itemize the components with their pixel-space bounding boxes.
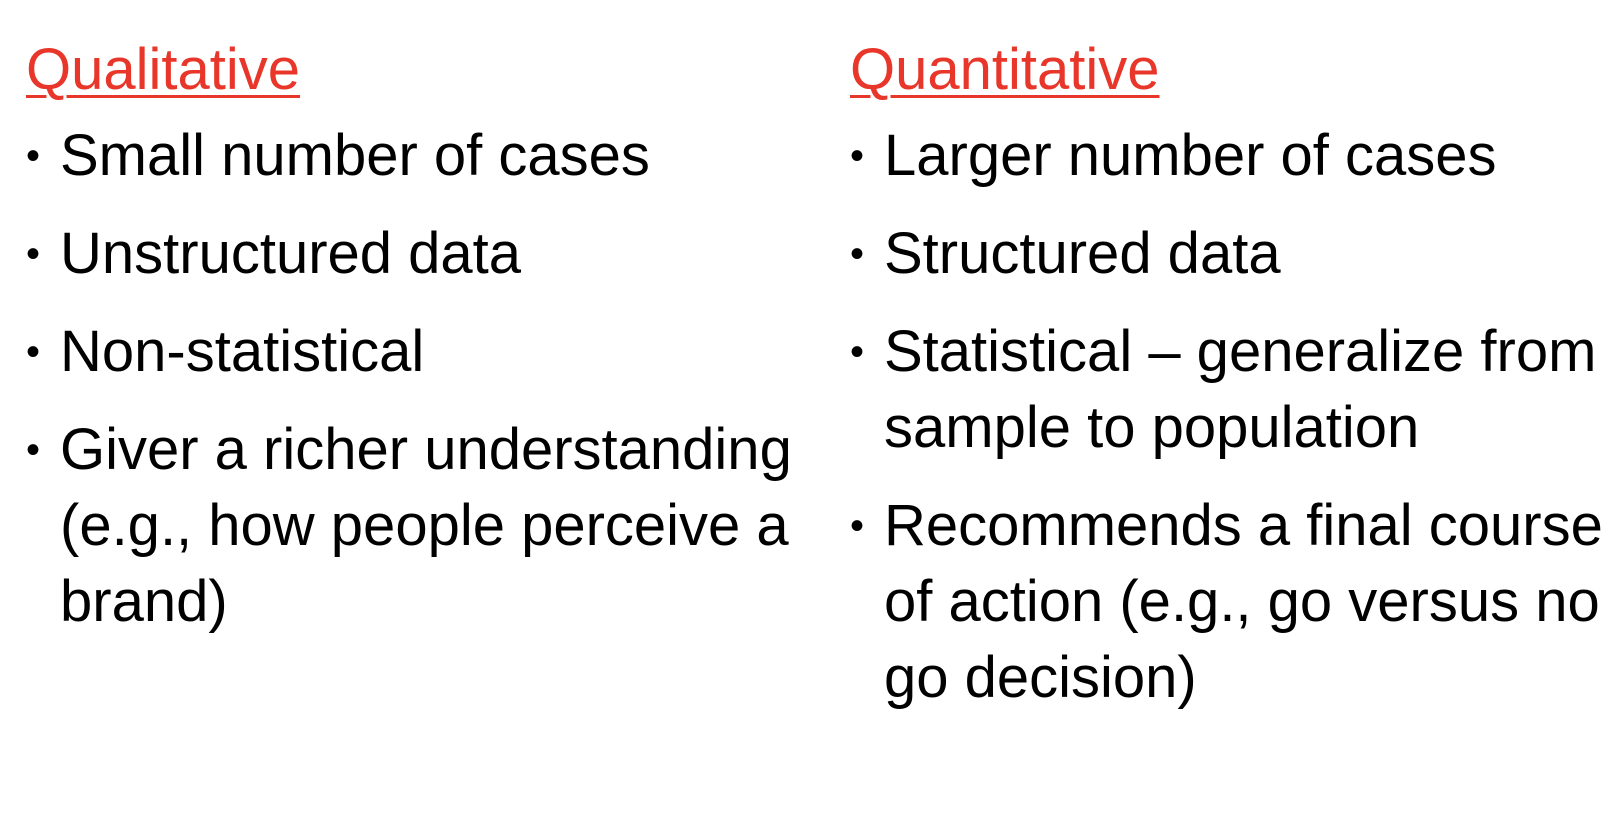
list-item: • Structured data bbox=[850, 216, 1610, 292]
list-item-text: Small number of cases bbox=[60, 123, 650, 188]
list-item: • Statistical – generalize from sample t… bbox=[850, 314, 1610, 466]
list-item-text: Structured data bbox=[884, 221, 1281, 286]
bullet-icon: • bbox=[850, 134, 865, 178]
quantitative-column: Quantitative • Larger number of cases • … bbox=[850, 30, 1610, 738]
bullet-icon: • bbox=[26, 428, 41, 472]
list-item: • Non-statistical bbox=[26, 314, 806, 390]
list-item: • Larger number of cases bbox=[850, 118, 1610, 194]
list-item: • Unstructured data bbox=[26, 216, 806, 292]
list-item: • Small number of cases bbox=[26, 118, 806, 194]
list-item-text: Recommends a final course of action (e.g… bbox=[884, 493, 1603, 710]
list-item-text: Unstructured data bbox=[60, 221, 522, 286]
list-item-text: Giver a richer understanding (e.g., how … bbox=[60, 417, 792, 634]
bullet-icon: • bbox=[26, 330, 41, 374]
list-item-text: Statistical – generalize from sample to … bbox=[884, 319, 1597, 460]
quantitative-list: • Larger number of cases • Structured da… bbox=[850, 118, 1610, 716]
qualitative-column: Qualitative • Small number of cases • Un… bbox=[26, 30, 806, 662]
list-item-text: Larger number of cases bbox=[884, 123, 1497, 188]
bullet-icon: • bbox=[26, 232, 41, 276]
quantitative-heading: Quantitative bbox=[850, 37, 1160, 102]
list-item-text: Non-statistical bbox=[60, 319, 425, 384]
list-item: • Giver a richer understanding (e.g., ho… bbox=[26, 412, 806, 640]
qualitative-heading: Qualitative bbox=[26, 37, 301, 102]
bullet-icon: • bbox=[850, 330, 865, 374]
list-item: • Recommends a final course of action (e… bbox=[850, 488, 1610, 716]
bullet-icon: • bbox=[850, 232, 865, 276]
bullet-icon: • bbox=[850, 504, 865, 548]
bullet-icon: • bbox=[26, 134, 41, 178]
qualitative-list: • Small number of cases • Unstructured d… bbox=[26, 118, 806, 640]
